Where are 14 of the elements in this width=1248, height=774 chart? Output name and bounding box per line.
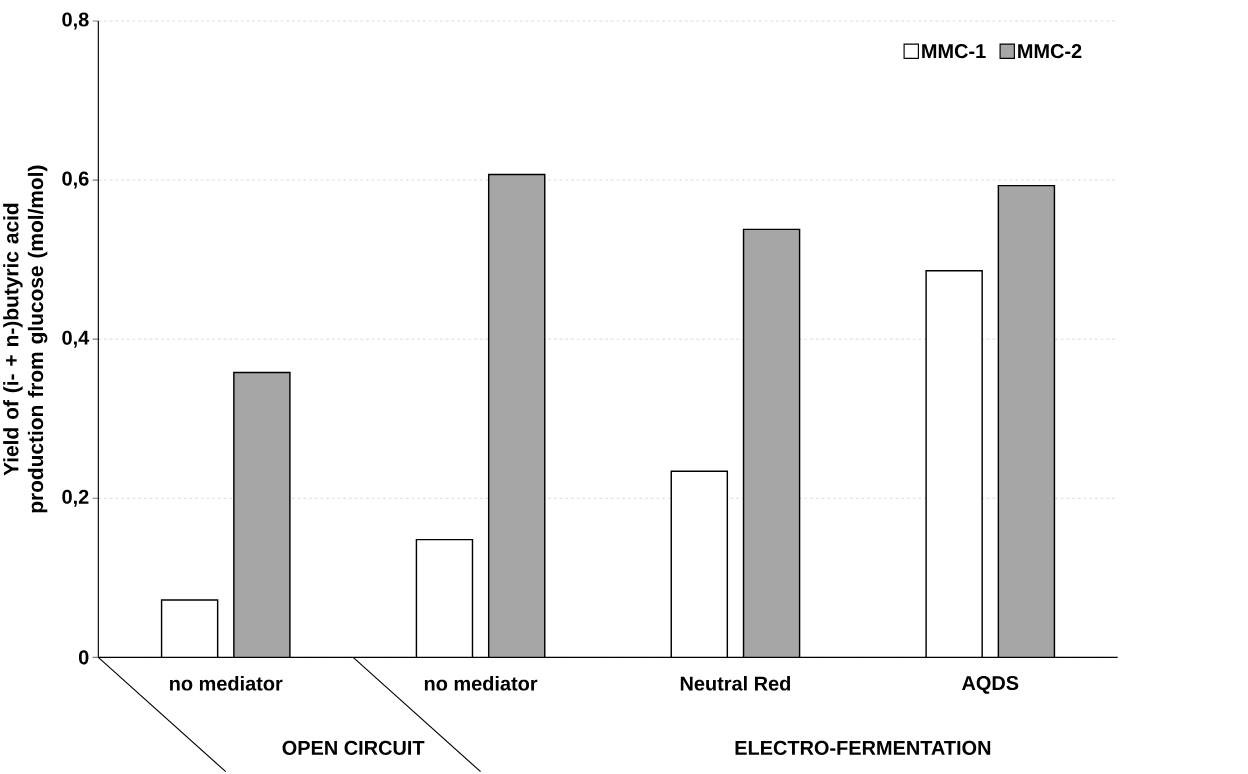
- legend-label: MMC-2: [1018, 44, 1082, 59]
- y-tick-label: 0,6: [62, 171, 89, 189]
- y-tick-label: 0,8: [62, 12, 89, 30]
- x-tick-label: no mediator: [170, 676, 283, 691]
- x-tick-label: Neutral Red: [680, 676, 791, 691]
- x-tick-label: no mediator: [424, 676, 538, 691]
- y-tick-label: 0,2: [62, 489, 89, 507]
- y-tick-label: 0,4: [62, 330, 90, 348]
- y-axis-title: Yield of (i- + n-)butyric acid production from glucose (mol/mol): [3, 165, 48, 513]
- text: ELECTRO-FERMENTATION: [735, 741, 991, 756]
- text: OPEN CIRCUIT: [282, 741, 425, 756]
- y-tick-label: 0: [78, 650, 89, 665]
- x-tick-label: AQDS: [961, 676, 1019, 694]
- legend-label: MMC-1: [922, 44, 986, 59]
